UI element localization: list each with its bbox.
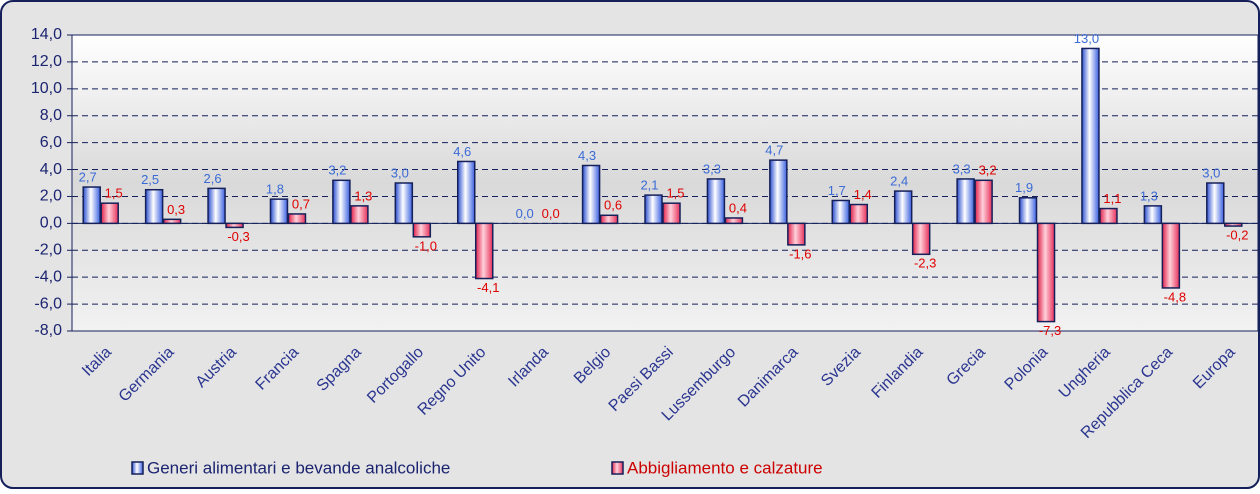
data-label: -4,8 — [1164, 289, 1186, 304]
y-tick-label: -2,0 — [34, 241, 62, 258]
bar — [207, 187, 226, 225]
bar — [974, 179, 993, 225]
data-label: 2,1 — [640, 178, 658, 193]
y-tick-label: 14,0 — [31, 26, 62, 43]
data-label: 1,8 — [266, 182, 284, 197]
y-tick-label: 2,0 — [40, 188, 62, 205]
bar — [599, 214, 619, 225]
data-label: 2,5 — [141, 172, 159, 187]
data-label: 0,0 — [516, 206, 534, 221]
bar — [831, 199, 851, 225]
bar — [1224, 222, 1243, 227]
data-label: 3,3 — [953, 161, 971, 176]
data-label: -0,2 — [1226, 227, 1248, 242]
data-label: 1,3 — [1140, 188, 1158, 203]
bar — [1143, 205, 1163, 225]
data-label: 2,6 — [204, 171, 222, 186]
bar — [162, 218, 182, 225]
y-tick-label: -8,0 — [34, 322, 62, 339]
data-label: 4,6 — [453, 144, 471, 159]
data-label: 0,0 — [542, 206, 560, 221]
data-label: 1,3 — [354, 188, 372, 203]
plot-area — [71, 34, 1259, 332]
bar — [144, 188, 164, 225]
bar — [849, 203, 869, 225]
data-label: 1,9 — [1015, 180, 1033, 195]
data-label: 3,0 — [391, 165, 409, 180]
data-label: 0,4 — [729, 200, 747, 215]
y-tick-label: 8,0 — [40, 107, 62, 124]
bar — [662, 202, 681, 225]
data-label: 1,4 — [854, 187, 872, 202]
data-label: -4,1 — [477, 280, 499, 295]
data-label: 4,7 — [765, 143, 783, 158]
bar — [269, 198, 289, 225]
bar — [350, 205, 369, 225]
data-label: -1,6 — [789, 246, 811, 261]
bar — [911, 222, 931, 256]
data-label: 2,7 — [79, 169, 97, 184]
data-label: 3,3 — [703, 161, 721, 176]
data-label: 1,1 — [1103, 191, 1121, 206]
bar — [1018, 197, 1038, 225]
legend-label: Generi alimentari e bevande analcoliche — [147, 458, 450, 477]
y-tick-label: -4,0 — [34, 268, 62, 285]
bar — [474, 222, 494, 280]
bar — [287, 213, 307, 225]
bar — [644, 194, 663, 225]
bar — [1206, 182, 1225, 225]
data-label: 13,0 — [1074, 31, 1099, 46]
data-label: -0,3 — [227, 229, 249, 244]
data-label: 4,3 — [578, 148, 596, 163]
legend-swatch — [611, 461, 624, 475]
bar — [769, 159, 788, 225]
bar — [1036, 222, 1056, 323]
y-tick-label: 4,0 — [40, 161, 62, 178]
y-tick-label: 12,0 — [31, 53, 62, 70]
bar — [1081, 47, 1100, 225]
bar — [893, 190, 913, 225]
bar — [100, 202, 119, 225]
data-label: 3,0 — [1202, 165, 1220, 180]
data-label: 1,7 — [828, 183, 846, 198]
bar — [706, 178, 726, 225]
bar — [1099, 207, 1118, 225]
data-label: 0,7 — [292, 196, 310, 211]
bar — [412, 222, 432, 238]
data-label: -2,3 — [914, 256, 936, 271]
y-tick-label: 6,0 — [40, 134, 62, 151]
bar — [394, 182, 414, 225]
y-tick-label: 10,0 — [31, 80, 62, 97]
bar — [787, 222, 806, 246]
bar — [82, 186, 101, 225]
bar — [332, 179, 351, 225]
bar — [724, 217, 744, 225]
y-tick-label: 0,0 — [40, 215, 62, 232]
bar — [581, 164, 601, 225]
bar — [1161, 222, 1181, 289]
data-label: -1,0 — [415, 238, 437, 253]
bar — [225, 222, 244, 229]
data-label: 0,3 — [167, 202, 185, 217]
bar — [456, 160, 476, 225]
data-label: 3,2 — [328, 163, 346, 178]
y-tick-label: -6,0 — [34, 295, 62, 312]
legend-swatch — [131, 461, 144, 475]
data-label: 1,5 — [105, 186, 123, 201]
data-label: 2,4 — [890, 174, 908, 189]
data-label: -7,3 — [1039, 323, 1061, 338]
bar — [956, 178, 975, 225]
data-label: 3,2 — [979, 163, 997, 178]
legend-label: Abbigliamento e calzature — [627, 458, 823, 477]
data-label: 1,5 — [666, 186, 684, 201]
data-label: 0,6 — [604, 198, 622, 213]
